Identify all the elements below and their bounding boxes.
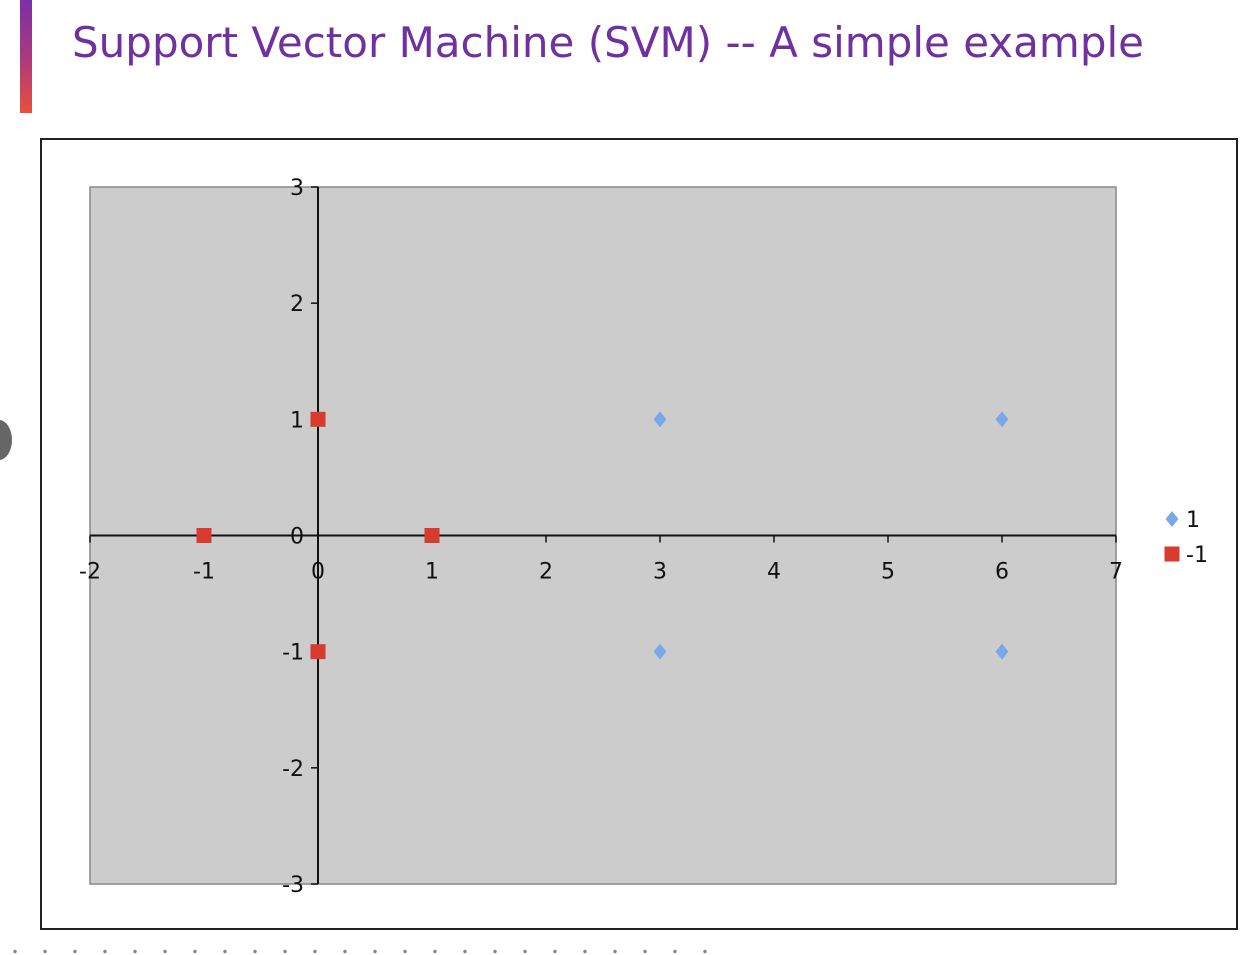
- y-tick-label: -1: [282, 641, 304, 666]
- y-tick-label: -3: [282, 873, 304, 898]
- y-tick-label: -2: [282, 757, 304, 782]
- title-accent-bar: [20, 0, 32, 113]
- x-tick-label: 6: [995, 560, 1009, 585]
- footer-dotted-line: [0, 948, 720, 955]
- legend-label: 1: [1186, 508, 1200, 533]
- legend-label: -1: [1186, 543, 1208, 568]
- x-tick-label: 7: [1109, 560, 1123, 585]
- x-tick-label: -1: [193, 560, 215, 585]
- chart-frame: -2 -1 0 1 2 3 4 5 6 7 3 2 1 0 -1 -2 -3 1 -1: [40, 138, 1238, 930]
- scatter-chart: -2 -1 0 1 2 3 4 5 6 7 3 2 1 0 -1 -2 -3 1 -1: [79, 176, 1208, 898]
- x-tick-label: -2: [79, 560, 101, 585]
- x-tick-label: 1: [425, 560, 439, 585]
- data-point-class-positive: [995, 643, 1009, 660]
- y-tick-label: 0: [290, 525, 304, 550]
- legend-marker-negative: [1164, 546, 1180, 562]
- y-tick-label: 3: [290, 176, 304, 201]
- data-point-class-positive: [653, 411, 667, 428]
- data-point-class-negative: [310, 644, 326, 660]
- data-point-class-positive: [653, 643, 667, 660]
- data-point-class-positive: [995, 411, 1009, 428]
- y-tick-label: 1: [290, 408, 304, 433]
- x-tick-label: 0: [311, 560, 325, 585]
- legend-marker-positive: [1165, 511, 1179, 527]
- x-tick-label: 4: [767, 560, 781, 585]
- slide-title: Support Vector Machine (SVM) -- A simple…: [72, 18, 1144, 67]
- slide-nav-handle[interactable]: [0, 420, 12, 460]
- data-point-class-negative: [196, 528, 212, 543]
- x-tick-label: 2: [539, 560, 553, 585]
- data-point-class-negative: [310, 411, 326, 427]
- x-tick-label: 3: [653, 560, 667, 585]
- data-point-class-negative: [424, 528, 440, 543]
- y-tick-label: 2: [290, 292, 304, 317]
- x-tick-label: 5: [881, 560, 895, 585]
